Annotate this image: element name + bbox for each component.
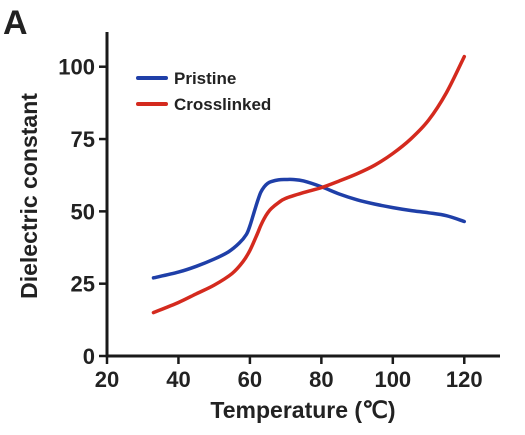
series-line-pristine (151, 177, 467, 280)
y-tick-label-75: 75 (71, 127, 95, 152)
x-tick-label-40: 40 (166, 367, 190, 392)
series-line-crosslinked (151, 54, 467, 315)
y-ticks: 0 25 50 75 100 (58, 55, 107, 369)
y-tick-label-0: 0 (83, 344, 95, 369)
legend: Pristine Crosslinked (136, 69, 271, 114)
legend-label-crosslinked: Crosslinked (174, 95, 271, 114)
x-tick-label-20: 20 (95, 367, 119, 392)
y-tick-label-50: 50 (71, 199, 95, 224)
y-tick-label-25: 25 (71, 272, 95, 297)
x-tick-label-120: 120 (446, 367, 483, 392)
axes (105, 32, 500, 358)
x-tick-label-100: 100 (374, 367, 411, 392)
legend-label-pristine: Pristine (174, 69, 236, 88)
x-tick-label-60: 60 (238, 367, 262, 392)
x-tick-label-80: 80 (309, 367, 333, 392)
panel-label: A (3, 4, 28, 42)
x-ticks: 20 40 60 80 100 120 (95, 356, 483, 392)
y-tick-label-100: 100 (58, 55, 95, 80)
y-axis-title: Dielectric constant (16, 93, 42, 299)
x-axis-title: Temperature (℃) (210, 397, 395, 423)
series-layer (151, 54, 467, 315)
